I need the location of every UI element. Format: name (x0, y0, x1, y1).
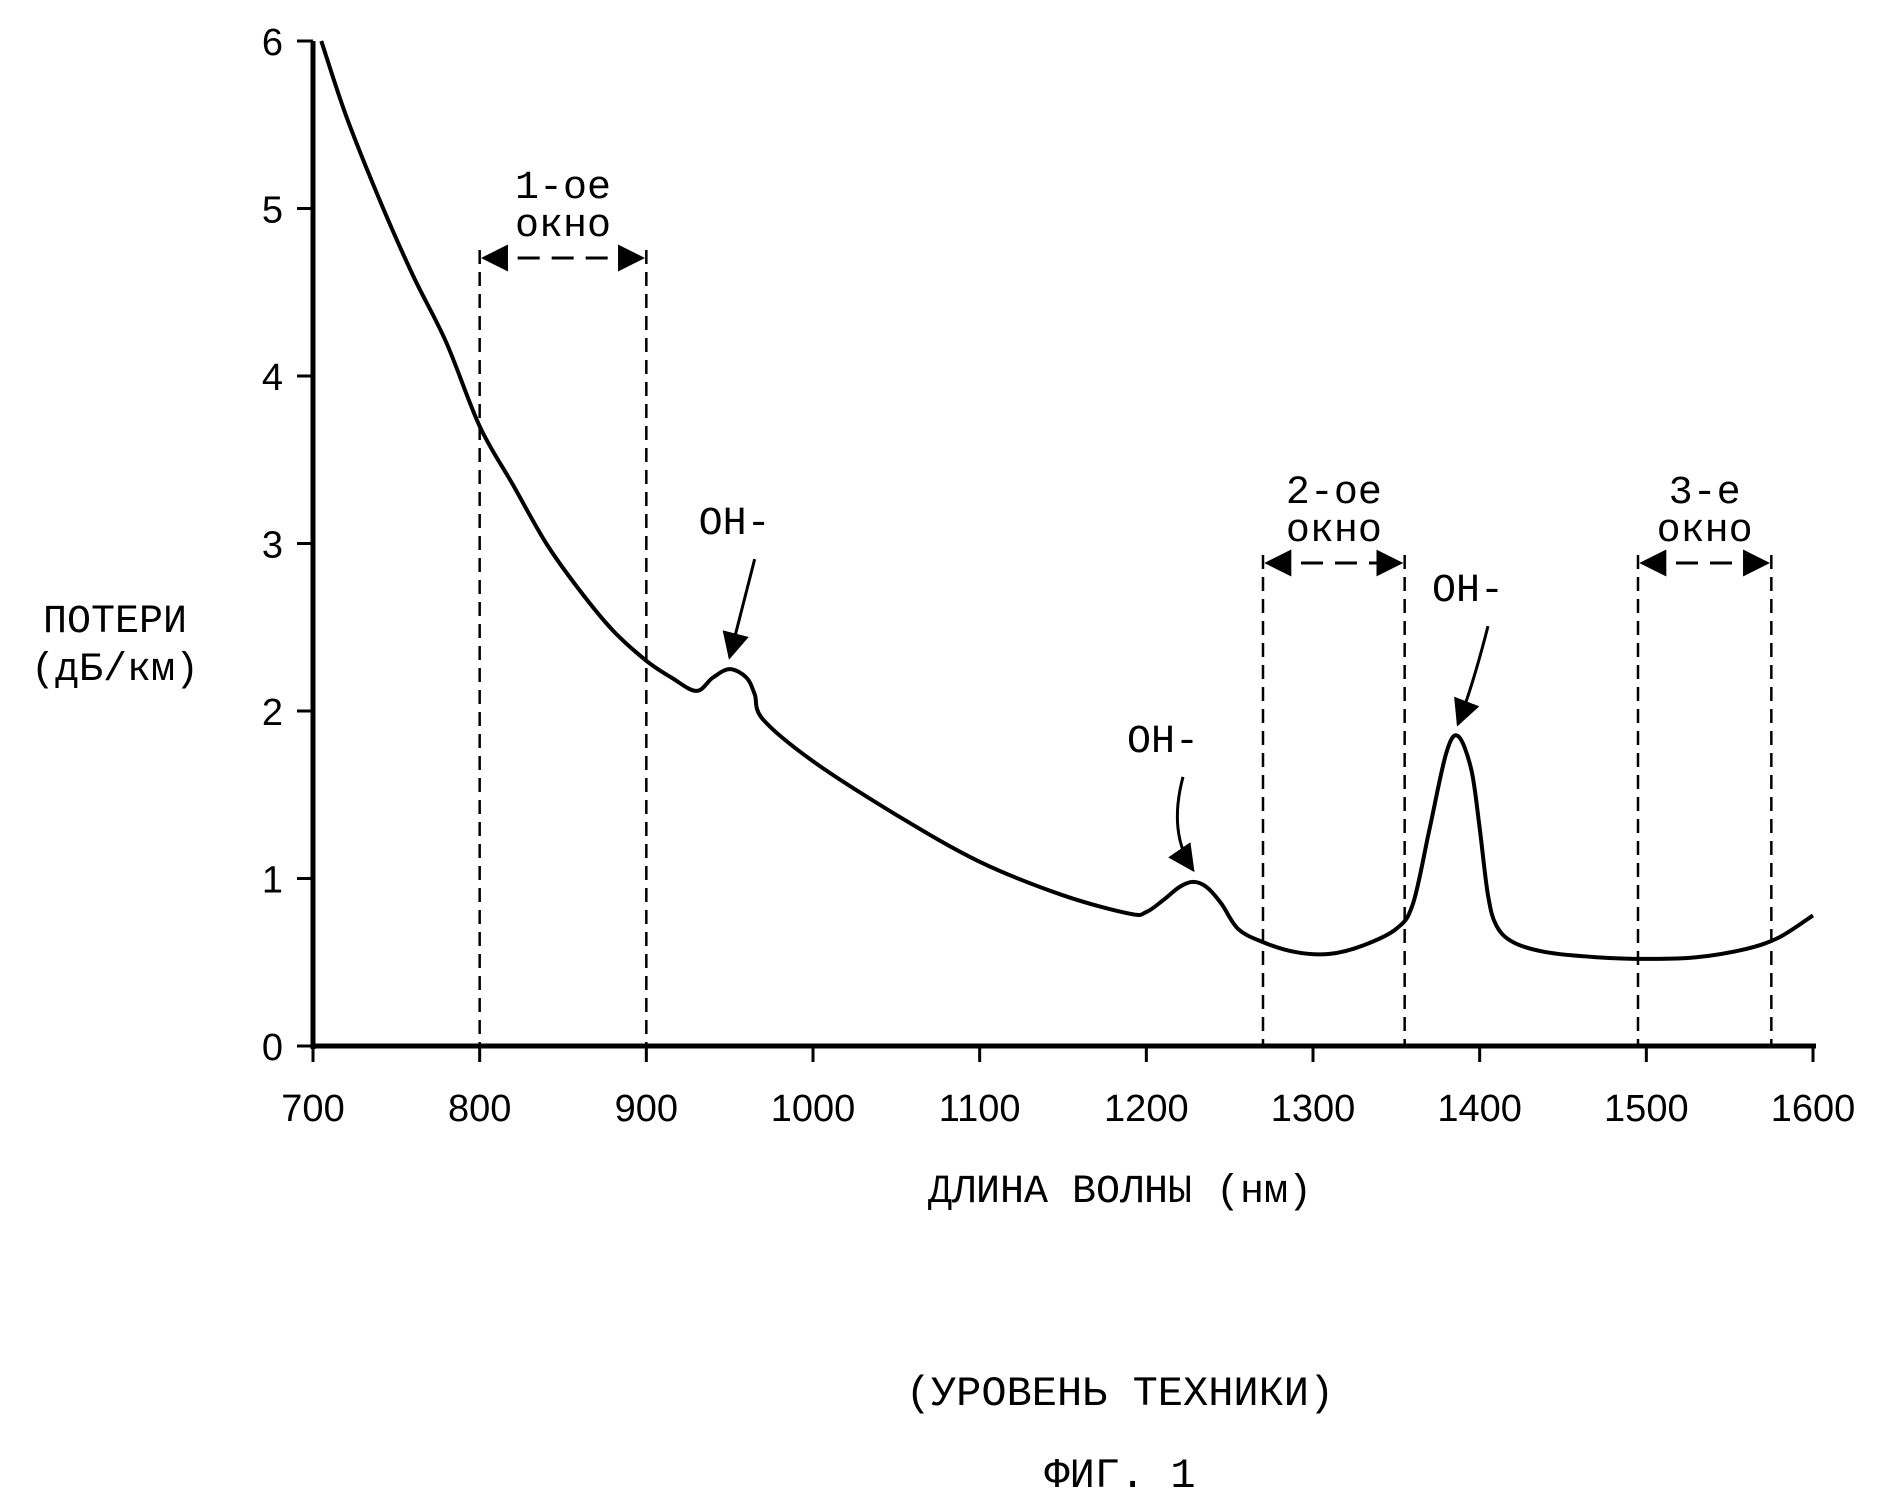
caption-figure-number: ФИГ. 1 (1044, 1452, 1195, 1500)
y-tick-label: 5 (262, 190, 283, 232)
x-tick-label: 1400 (1437, 1088, 1522, 1130)
window-label-word: окно (1657, 509, 1753, 554)
y-axis-title-line-2: (дБ/км) (31, 648, 199, 693)
oh-peak-arrow (1177, 777, 1193, 870)
x-tick-label: 1300 (1271, 1088, 1356, 1130)
oh-peak-label: OH- (1127, 720, 1199, 765)
x-axis-title: ДЛИНА ВОЛНЫ (нм) (928, 1170, 1312, 1215)
x-tick-label: 1500 (1604, 1088, 1689, 1130)
y-tick-label: 1 (262, 860, 283, 902)
x-tick-label: 1000 (771, 1088, 856, 1130)
y-tick-label: 4 (262, 357, 283, 399)
caption-state-of-art: (УРОВЕНЬ ТЕХНИКИ) (906, 1370, 1334, 1418)
oh-annotations: OH- OH- OH- (699, 502, 1504, 870)
x-tick-label: 1100 (939, 1088, 1021, 1130)
window-label-word: окно (515, 204, 611, 249)
y-tick-label: 0 (262, 1027, 283, 1069)
oh-peak-label: OH- (699, 502, 771, 547)
y-tick-label: 2 (262, 692, 283, 734)
x-tick-label: 700 (281, 1088, 344, 1130)
y-tick-label: 3 (262, 525, 283, 567)
oh-peak-arrow (1458, 626, 1488, 724)
oh-peak-arrow (730, 559, 755, 657)
y-axis-title-line-1: ПОТЕРИ (43, 600, 187, 645)
axes: 700 800 900 1000 1100 1200 1300 1400 1500 1600 0 1 2… (262, 22, 1855, 1130)
x-tick-label: 1200 (1104, 1088, 1189, 1130)
x-tick-label: 800 (448, 1088, 511, 1130)
x-tick-label: 1600 (1771, 1088, 1856, 1130)
y-tick-label: 6 (262, 22, 283, 64)
x-tick-label: 900 (615, 1088, 678, 1130)
oh-peak-label: OH- (1432, 569, 1504, 614)
window-label-word: окно (1286, 509, 1382, 554)
